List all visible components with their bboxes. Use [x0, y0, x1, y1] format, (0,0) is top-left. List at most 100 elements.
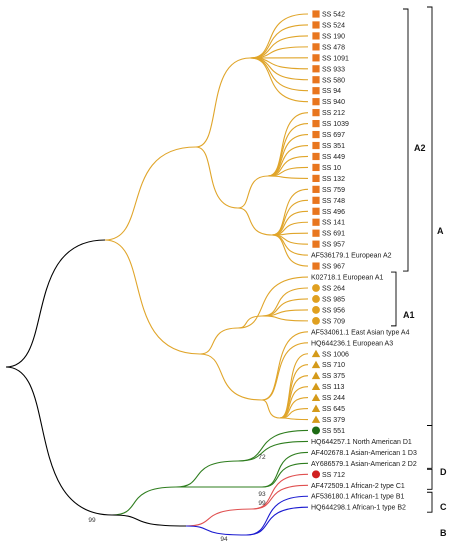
clade-label-a: A: [437, 226, 444, 236]
root-branch: [5, 239, 106, 368]
marker-ss-697-square: [312, 130, 320, 139]
bracket-a: [427, 6, 433, 426]
taxon-markers: [311, 10, 321, 479]
taxon-label: HQ644298.1 African-1 type B2: [311, 505, 406, 512]
clade-a2-branch: [271, 234, 309, 267]
marker-ss-933-square: [312, 65, 320, 73]
taxon-label: AF536180.1 African-1 type B1: [311, 494, 404, 501]
marker-ss-478-square: [312, 43, 320, 51]
taxon-label: SS 940: [322, 99, 345, 106]
taxon-label: SS 645: [322, 406, 345, 413]
bootstrap-values: 72 93 99 99 94: [88, 454, 266, 543]
taxon-label: K02718.1 European A1: [311, 275, 384, 282]
bracket-c: [427, 468, 433, 490]
marker-ss-1091-square: [312, 54, 320, 62]
taxon-label: SS 478: [322, 44, 345, 51]
taxon-label: SS 244: [322, 395, 345, 402]
taxon-label: SS 132: [322, 176, 345, 183]
marker-ss-212-square: [312, 109, 320, 117]
clade-b-branch: [245, 506, 309, 536]
clade-a2-branch: [271, 199, 309, 236]
bootstrap-value: 72: [258, 454, 266, 461]
clade-d-branch: [261, 451, 309, 488]
clade-d-branch: [111, 486, 177, 516]
marker-ss-375-triangle: [311, 371, 321, 380]
marker-ss-524-square: [312, 21, 320, 29]
clade-label-a2: A2: [414, 143, 426, 153]
taxon-label: HQ644236.1 European A3: [311, 340, 393, 347]
clade-a2-branch: [249, 57, 309, 103]
taxon-label: SS 710: [322, 362, 345, 369]
taxon-label: SS 542: [322, 12, 345, 19]
taxon-label: HQ644257.1 North American D1: [311, 439, 412, 446]
marker-ss-940-square: [312, 98, 320, 106]
clade-a1-branch: [261, 298, 309, 317]
taxon-label: SS 496: [322, 209, 345, 216]
taxon-label: SS 375: [322, 373, 345, 380]
taxon-label: SS 379: [322, 417, 345, 424]
taxon-label: SS 957: [322, 242, 345, 249]
marker-ss-141-square: [312, 218, 320, 226]
taxon-label: SS 1006: [322, 351, 349, 358]
clade-a2-branch: [195, 57, 251, 148]
clade-a1-branch: [199, 327, 239, 355]
bracket-d: [427, 425, 433, 469]
taxon-label: SS 956: [322, 307, 345, 314]
tree-branches: [5, 13, 309, 536]
marker-ss-956-circle: [312, 306, 320, 314]
marker-ss-712-circle: [312, 470, 320, 479]
clade-a2-branch: [237, 175, 269, 209]
marker-ss-244-triangle: [311, 393, 321, 401]
taxon-label: SS 580: [322, 77, 345, 84]
taxon-label: SS 759: [322, 187, 345, 194]
marker-ss-113-triangle: [311, 382, 321, 391]
clade-a2-branch: [267, 175, 309, 179]
clade-c-branch: [185, 508, 253, 527]
taxon-label: SS 141: [322, 220, 345, 227]
marker-ss-10-square: [312, 163, 320, 172]
taxon-label: AF472509.1 African-2 type C1: [311, 483, 405, 490]
marker-ss-551-circle: [312, 426, 320, 435]
clade-a-branch: [261, 342, 309, 401]
marker-ss-691-square: [312, 229, 320, 237]
marker-ss-967-square: [312, 262, 320, 270]
clade-a2-branch: [271, 210, 309, 236]
clade-d-branch: [237, 440, 309, 462]
clade-a-branch: [199, 353, 263, 401]
clade-a2-branch: [249, 24, 309, 59]
clade-a-branch: [279, 417, 309, 421]
clade-a2-branch: [237, 207, 273, 236]
taxon-label: SS 709: [322, 318, 345, 325]
clade-a-branch: [279, 375, 309, 419]
marker-ss-748-square: [312, 196, 320, 204]
marker-ss-351-square: [312, 141, 320, 150]
marker-ss-132-square: [312, 174, 320, 182]
clade-a2-branch: [271, 234, 309, 256]
marker-ss-94-square: [312, 87, 320, 95]
taxon-label: AY686579.1 Asian-American 2 D2: [311, 461, 417, 468]
taxon-label: SS 551: [322, 428, 345, 435]
taxon-label: SS 697: [322, 132, 345, 139]
taxon-labels: SS 542 SS 524 SS 190 SS 478 SS 1091 SS 933 SS …: [311, 12, 417, 512]
root-branch: [5, 366, 113, 516]
clade-d-branch: [261, 462, 309, 488]
taxon-label: AF534061.1 East Asian type A4: [311, 329, 410, 336]
bootstrap-value: 94: [220, 536, 228, 543]
clade-label-b: B: [440, 528, 447, 538]
marker-ss-449-square: [312, 152, 320, 161]
bootstrap-value: 93: [258, 491, 266, 498]
marker-ss-542-square: [312, 10, 320, 18]
taxon-label: SS 449: [322, 154, 345, 161]
clade-a-branch: [104, 239, 201, 355]
marker-ss-645-triangle: [311, 404, 321, 412]
clade-label-c: C: [440, 502, 447, 512]
marker-ss-580-square: [312, 76, 320, 84]
marker-ss-264-circle: [312, 284, 320, 292]
marker-ss-379-triangle: [311, 415, 321, 423]
marker-ss-759-square: [312, 185, 320, 193]
marker-ss-1006-triangle: [311, 349, 321, 358]
clade-a-branch: [104, 146, 197, 241]
taxon-label: SS 748: [322, 198, 345, 205]
clade-a2-branch: [195, 146, 239, 209]
